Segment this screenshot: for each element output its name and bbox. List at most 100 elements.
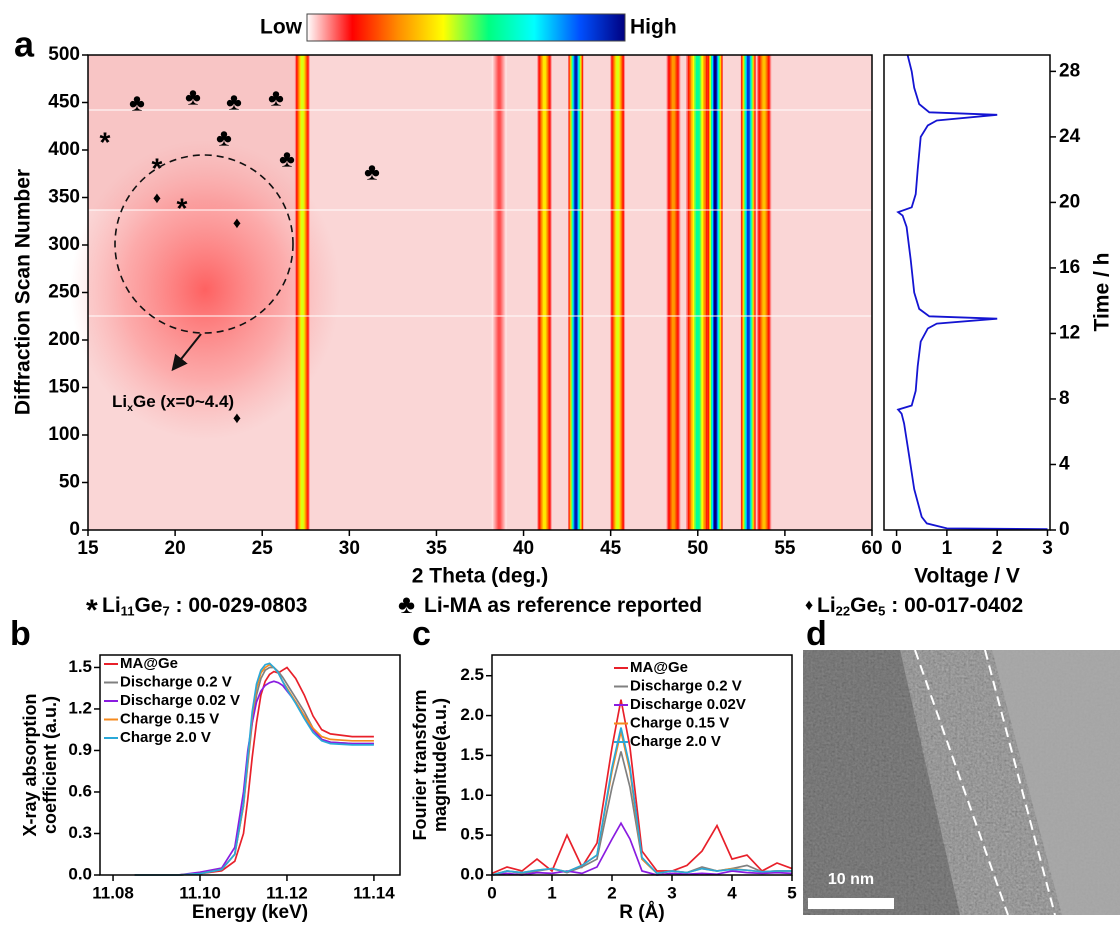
y-tick-label: 0 (1059, 519, 1070, 540)
peak-band (746, 55, 750, 530)
peak (756, 55, 772, 530)
x-tick-label: 20 (165, 538, 186, 559)
plot-frame (87, 54, 873, 531)
peak-band (497, 55, 501, 530)
label-part: : 00-017-0402 (885, 594, 1023, 617)
x-tick-label: 45 (600, 538, 622, 559)
y-tick-label: 8 (1059, 388, 1070, 409)
x-tick-label: 11.12 (266, 883, 308, 902)
tem-background (992, 650, 1120, 915)
y-tick-label: 2.0 (460, 705, 484, 724)
y-tick-label: 150 (48, 377, 80, 398)
y-axis-label: Diffraction Scan Number (12, 169, 35, 415)
x-tick-label: 25 (252, 538, 274, 559)
dashed-region (114, 154, 294, 334)
series-line (134, 666, 374, 876)
x-axis-label: R (Å) (619, 902, 664, 923)
club-marker: ♣ (268, 84, 284, 111)
x-tick-label: 0 (891, 538, 902, 559)
phase-symbol: * (86, 594, 98, 627)
annotation-arrow (171, 333, 202, 372)
legend-label: Discharge 0.02V (630, 696, 746, 713)
x-tick-label: 50 (687, 538, 708, 559)
scale-bar-label: 10 nm (828, 871, 874, 888)
subscript: 5 (878, 604, 885, 619)
club-marker: ♣ (216, 124, 232, 151)
subscript: 11 (121, 604, 135, 619)
plot-frame (883, 54, 1051, 531)
rich-label: Li11Ge7 : 00-029-0803 (102, 594, 307, 619)
y-axis-label: X-ray absorption (20, 693, 40, 836)
y-tick-label: 0.0 (68, 864, 92, 883)
colorbar (306, 13, 626, 42)
rich-label: LixGe (x=0~4.4) (112, 392, 234, 413)
lithiation-glow (70, 140, 340, 440)
y-axis-label: coefficient (a.u.) (40, 696, 60, 834)
label-part: Ge (850, 594, 878, 617)
label-part: Ge (134, 594, 162, 617)
label-part: Li-MA as reference reported (424, 594, 702, 617)
series-line (491, 821, 793, 876)
y-tick-label: 100 (48, 424, 80, 445)
series-line (491, 699, 793, 875)
legend-label: Charge 2.0 V (630, 733, 721, 750)
diamond-marker: ♦ (233, 215, 241, 232)
tem-image (803, 650, 1120, 915)
y-tick-label: 0.5 (460, 825, 484, 844)
legend-label: MA@Ge (120, 655, 178, 672)
y-tick-label: 1.2 (68, 698, 92, 717)
y-tick-label: 200 (48, 329, 80, 350)
x-tick-label: 2 (607, 883, 616, 902)
voltage-curve (896, 54, 1048, 531)
x-tick-label: 1 (547, 883, 556, 902)
peak-band (695, 55, 700, 530)
y-tick-label: 450 (48, 92, 80, 113)
club-marker: ♣ (279, 145, 295, 172)
x-tick-label: 40 (513, 538, 534, 559)
y-tick-label: 300 (48, 234, 80, 255)
y-tick-label: 4 (1059, 453, 1070, 474)
peak-band (574, 55, 578, 530)
plot-frame (491, 654, 793, 876)
plot-frame (99, 654, 401, 876)
y-tick-label: 500 (48, 44, 80, 65)
peak-band (713, 55, 717, 530)
club-marker: ♣ (185, 83, 201, 110)
subscript: 7 (162, 604, 169, 619)
phase-symbol: ♦ (805, 597, 813, 614)
star-marker: * (177, 192, 188, 223)
colorbar-high: High (630, 16, 677, 39)
label-part: Ge (x=0~4.4) (133, 392, 234, 411)
panel-label: c (412, 615, 431, 653)
rich-label: Li22Ge5 : 00-017-0402 (817, 594, 1023, 619)
peak (740, 55, 756, 530)
legend-label: Discharge 0.2 V (630, 677, 742, 694)
y-tick-label: 0 (69, 519, 80, 540)
y-tick-label: 24 (1059, 126, 1081, 147)
label-part: Li (102, 594, 121, 617)
label-part: Li (817, 594, 836, 617)
subscript: 22 (836, 604, 850, 619)
x-tick-label: 11.08 (92, 883, 134, 902)
x-tick-label: 3 (667, 883, 676, 902)
y-tick-label: 250 (48, 282, 80, 303)
legend-label: Discharge 0.02 V (120, 692, 240, 709)
peak (491, 55, 507, 530)
x-axis-label: Energy (keV) (192, 902, 308, 923)
x-tick-label: 35 (426, 538, 448, 559)
x-tick-label: 0 (487, 883, 496, 902)
peak (707, 55, 723, 530)
series-line (134, 662, 374, 876)
peak (610, 55, 626, 530)
y-tick-label: 1.5 (68, 657, 92, 676)
legend-label: Discharge 0.2 V (120, 673, 232, 690)
x-tick-label: 4 (727, 883, 737, 902)
peak-band (300, 55, 304, 530)
series-line (134, 680, 374, 876)
y-axis-label: Time / h (1091, 253, 1114, 332)
x-tick-label: 1 (942, 538, 953, 559)
label-part: Li (112, 392, 127, 411)
peak-band (762, 55, 766, 530)
